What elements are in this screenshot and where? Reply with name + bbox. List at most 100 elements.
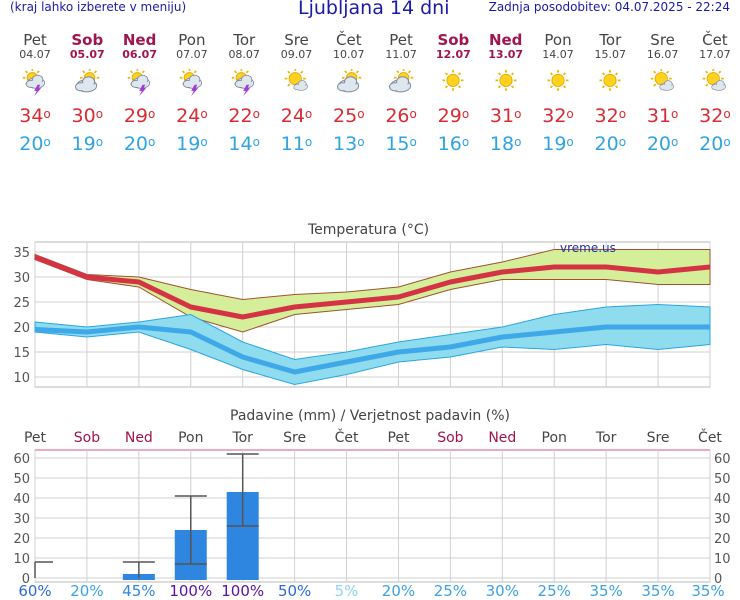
- max-temp: 34o: [9, 105, 61, 127]
- day-column: Sre 16.07 31o 20o: [637, 31, 689, 156]
- sun-cloud-icon: [389, 69, 414, 93]
- y-tick-label: 10: [13, 371, 30, 386]
- day-date: 09.07: [280, 48, 313, 61]
- min-temp: 20o: [114, 133, 166, 155]
- degree-sign: o: [618, 135, 627, 149]
- precip-probability-label: 100%: [221, 582, 264, 600]
- max-temp: 24o: [166, 105, 218, 127]
- precip-day-label: Sre: [647, 430, 670, 446]
- day-date: 10.07: [333, 48, 365, 61]
- min-temp: 20o: [584, 133, 636, 155]
- precip-day-label: Čet: [698, 428, 722, 446]
- max-temp: 32o: [689, 105, 740, 127]
- y-tick-label-right: 20: [714, 532, 731, 547]
- precip-day-label: Tor: [231, 430, 253, 446]
- sun-cloud-thunder-icon: [179, 69, 202, 97]
- day-name: Pon: [544, 31, 572, 49]
- day-column: Tor 15.07 32o 20o: [584, 32, 636, 156]
- max-temp: 29o: [427, 105, 479, 127]
- day-date: 17.07: [699, 48, 731, 61]
- degree-sign: o: [409, 107, 417, 121]
- day-date: 08.07: [228, 48, 260, 61]
- max-temp: 24o: [271, 105, 323, 127]
- day-column: Pon 14.07 32o 19o: [532, 31, 584, 156]
- degree-sign: o: [43, 135, 51, 149]
- sun-cloud-icon: [336, 69, 362, 93]
- sun-icon: [442, 69, 464, 91]
- max-temp-value: 32: [542, 105, 567, 127]
- day-name: Ned: [488, 31, 523, 49]
- max-temp: 29o: [114, 105, 166, 127]
- day-name: Čet: [702, 31, 728, 49]
- day-date: 12.07: [435, 48, 471, 61]
- max-temp-value: 24: [280, 105, 305, 127]
- precip-probability-label: 50%: [278, 582, 311, 600]
- day-column: Ned 13.07 31o 18o: [480, 31, 532, 156]
- degree-sign: o: [566, 107, 574, 121]
- max-temp-line: [34, 254, 711, 320]
- min-temp: 11o: [271, 133, 323, 155]
- sun-small-cloud-icon: [650, 69, 674, 91]
- min-temp-value: 13: [333, 133, 358, 155]
- day-name: Sre: [650, 31, 675, 49]
- y-tick-label: 25: [13, 296, 30, 311]
- sun-icon: [495, 69, 517, 91]
- sun-small-cloud-icon: [284, 69, 308, 91]
- y-tick-label-right: 0: [714, 572, 722, 587]
- day-column: Tor 08.07 22o 14o: [218, 32, 270, 156]
- precip-day-label: Čet: [335, 428, 359, 446]
- y-tick-label-left: 30: [13, 512, 30, 527]
- degree-sign: o: [723, 135, 731, 149]
- degree-sign: o: [43, 107, 51, 121]
- precip-probability-label: 20%: [382, 582, 415, 600]
- min-temp-value: 20: [594, 133, 619, 155]
- precip-day-label: Sob: [437, 430, 463, 446]
- degree-sign: o: [409, 135, 417, 149]
- precip-probability-label: 25%: [434, 582, 467, 600]
- max-temp-value: 32: [594, 105, 619, 127]
- min-temp: 19o: [61, 133, 113, 155]
- degree-sign: o: [671, 135, 679, 149]
- day-name: Pet: [389, 31, 413, 49]
- precipitation-chart-title: Padavine (mm) / Verjetnost padavin (%): [230, 408, 510, 424]
- min-temp-value: 15: [385, 133, 410, 155]
- min-temp: 20o: [637, 133, 689, 155]
- degree-sign: o: [671, 107, 679, 121]
- degree-sign: o: [95, 107, 104, 121]
- degree-sign: o: [148, 107, 156, 121]
- min-temp: 16o: [427, 133, 479, 155]
- min-temp-value: 19: [176, 133, 201, 155]
- day-column: Pet 11.07 26o 15o: [375, 31, 427, 156]
- min-temp-value: 20: [19, 133, 44, 155]
- day-date: 15.07: [594, 48, 627, 61]
- min-temp-value: 18: [489, 133, 515, 155]
- max-temp: 26o: [375, 105, 427, 127]
- precip-day-label: Pet: [387, 430, 410, 446]
- y-tick-label-right: 30: [714, 512, 731, 527]
- day-date: 04.07: [19, 48, 51, 61]
- precip-probability-label: 25%: [538, 582, 571, 600]
- min-temp: 20o: [689, 133, 740, 155]
- precip-day-label: Pet: [24, 430, 47, 446]
- day-date: 16.07: [646, 48, 679, 61]
- degree-sign: o: [252, 107, 260, 121]
- precip-probability-label: 60%: [18, 582, 51, 600]
- watermark: vreme.us: [560, 241, 616, 255]
- precipitation-plot-area: [34, 449, 711, 583]
- forecast-charts: Temperatura (°C) 10 15 20 25 30 35 vreme.us Pada…: [13, 222, 731, 600]
- precip-day-label: Tor: [595, 430, 617, 446]
- max-temp-value: 34: [19, 105, 44, 127]
- degree-sign: o: [200, 107, 208, 121]
- day-name: Sob: [437, 31, 470, 49]
- precip-probability-label: 100%: [169, 582, 212, 600]
- min-temp-value: 14: [228, 133, 253, 155]
- precip-probability-label: 35%: [641, 582, 674, 600]
- day-name: Ned: [122, 31, 157, 49]
- y-tick-label-left: 0: [22, 572, 30, 587]
- precip-probability-label: 35%: [691, 582, 724, 600]
- precip-day-label: Sre: [283, 430, 306, 446]
- day-date: 13.07: [488, 48, 524, 61]
- y-tick-label: 35: [13, 246, 30, 261]
- sun-icon: [599, 69, 621, 91]
- degree-sign: o: [148, 135, 156, 149]
